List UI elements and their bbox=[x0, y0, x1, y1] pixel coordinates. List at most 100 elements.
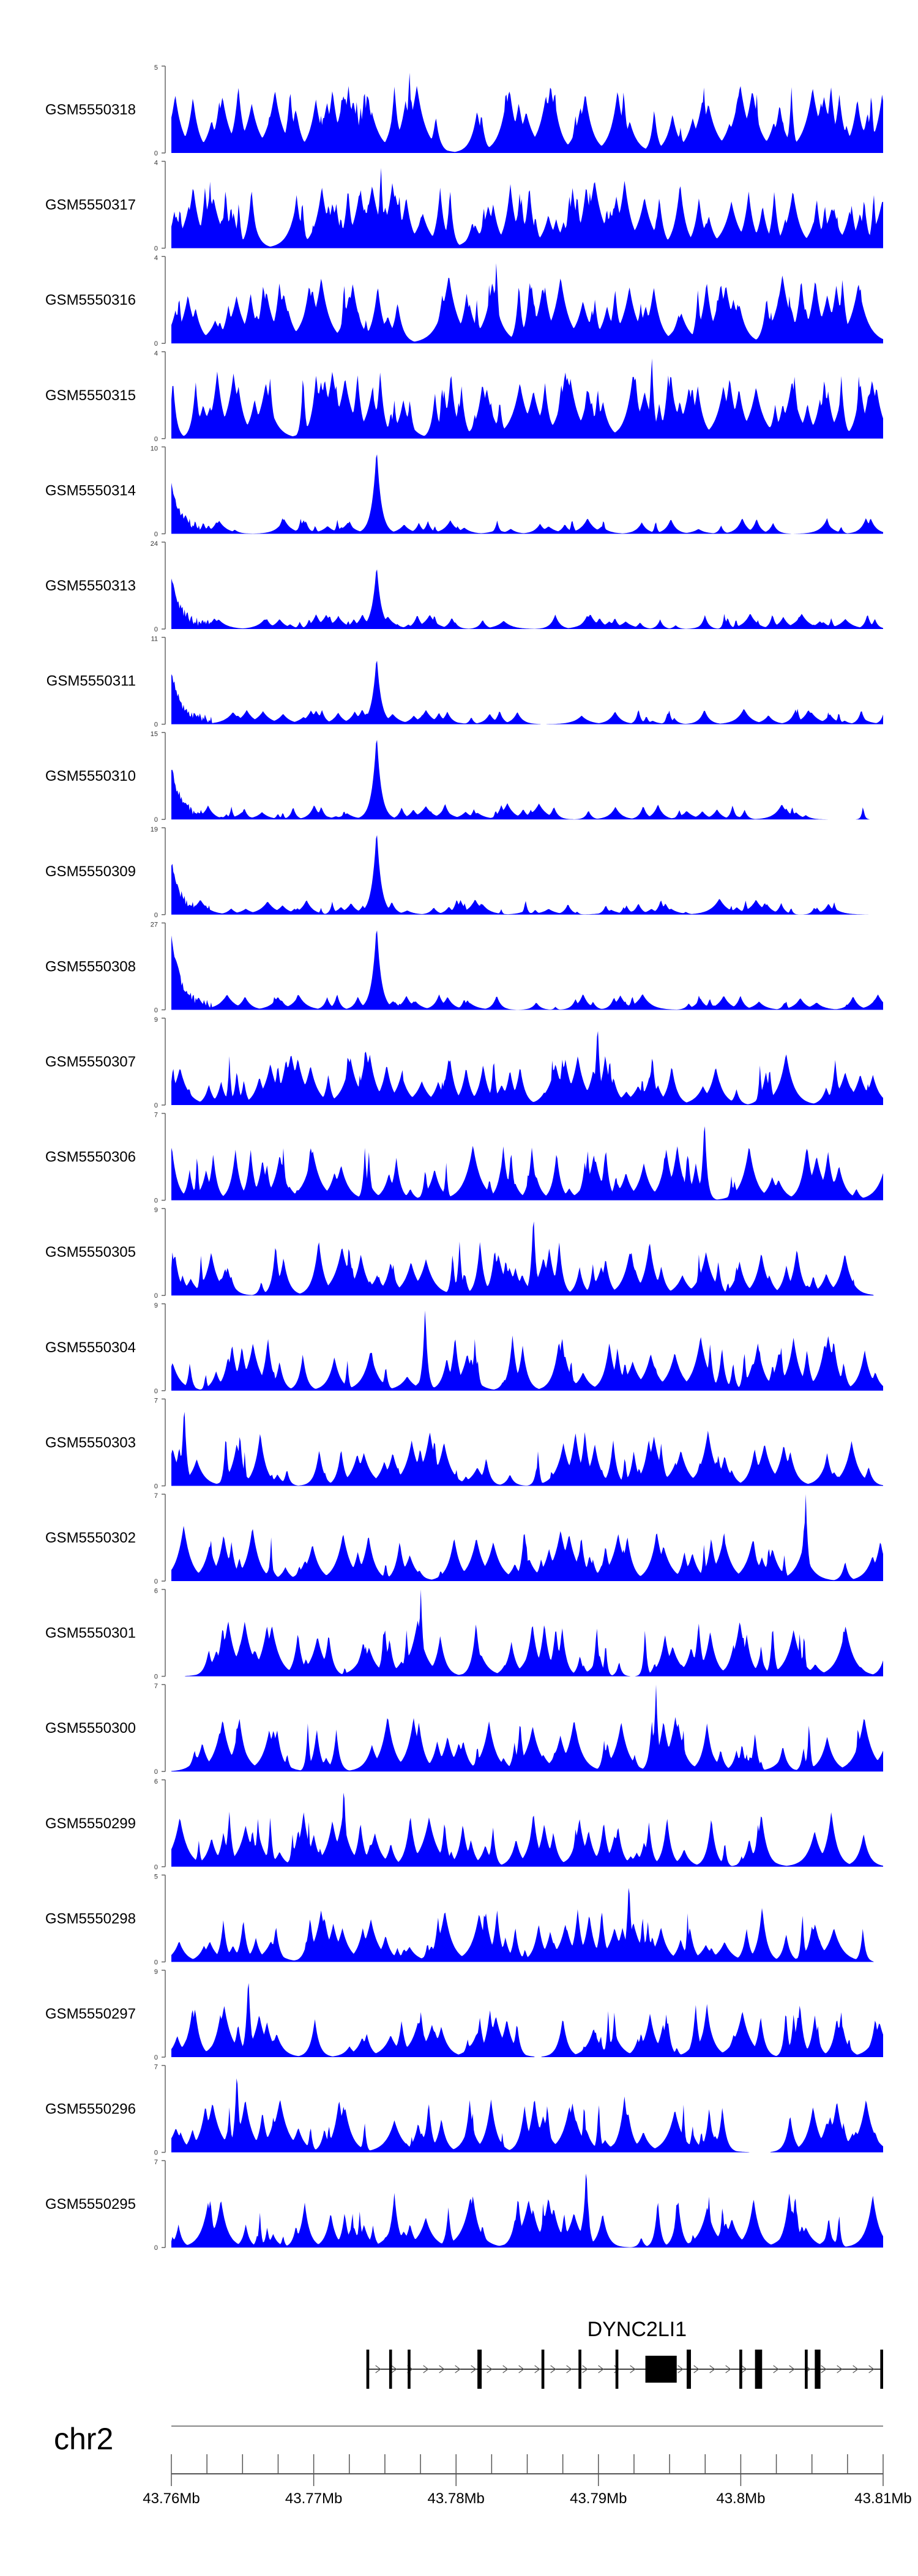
track-y-min-label: 0 bbox=[154, 1197, 158, 1205]
track-y-min-label: 0 bbox=[154, 1673, 158, 1681]
track-GSM5550311: GSM5550311 11 0 bbox=[47, 636, 883, 729]
track-label: GSM5550308 bbox=[45, 958, 136, 975]
strand-arrow bbox=[821, 2365, 827, 2373]
strand-arrow bbox=[789, 2365, 795, 2373]
track-y-min-label: 0 bbox=[154, 436, 158, 443]
gene-exon bbox=[615, 2350, 619, 2389]
track-GSM5550306: GSM5550306 7 0 bbox=[45, 1112, 883, 1205]
track-y-min-label: 0 bbox=[154, 245, 158, 253]
track-y-max-label: 5 bbox=[154, 1873, 158, 1880]
track-label: GSM5550310 bbox=[45, 768, 136, 784]
track-y-max-label: 10 bbox=[151, 445, 158, 452]
track-label: GSM5550306 bbox=[45, 1149, 136, 1166]
coverage-area bbox=[171, 740, 883, 820]
track-y-max-label: 9 bbox=[154, 1968, 158, 1976]
track-y-max-label: 9 bbox=[154, 1207, 158, 1214]
track-GSM5550297: GSM5550297 9 0 bbox=[45, 1968, 883, 2061]
axis-tick-label: 43.79Mb bbox=[570, 2490, 627, 2507]
track-label: GSM5550303 bbox=[45, 1434, 136, 1451]
track-GSM5550298: GSM5550298 5 0 bbox=[45, 1873, 883, 1966]
track-GSM5550301: GSM5550301 6 0 bbox=[45, 1588, 883, 1681]
axis-tick-labels: 43.76Mb 43.77Mb 43.78Mb 43.79Mb 43.8Mb 43.81M… bbox=[143, 2490, 911, 2507]
track-label: GSM5550318 bbox=[45, 102, 136, 118]
track-y-min-label: 0 bbox=[154, 1959, 158, 1966]
strand-arrow bbox=[423, 2365, 429, 2373]
axis-tick-label: 43.8Mb bbox=[716, 2490, 765, 2507]
track-y-max-label: 15 bbox=[151, 731, 158, 738]
gene-track: DYNC2LI1 bbox=[366, 2318, 883, 2389]
strand-arrow bbox=[693, 2365, 700, 2373]
coverage-area bbox=[171, 1792, 883, 1867]
track-y-min-label: 0 bbox=[154, 1578, 158, 1585]
gene-exon bbox=[755, 2350, 763, 2389]
track-y-max-label: 7 bbox=[154, 1397, 158, 1404]
chromosome-label: chr2 bbox=[54, 2422, 113, 2456]
track-y-max-label: 5 bbox=[154, 64, 158, 72]
coverage-area bbox=[171, 358, 883, 439]
track-y-max-label: 27 bbox=[151, 921, 158, 928]
track-GSM5550304: GSM5550304 9 0 bbox=[45, 1302, 883, 1395]
gene-exon bbox=[815, 2350, 821, 2389]
coverage-area bbox=[171, 1412, 883, 1486]
track-y-max-label: 9 bbox=[154, 1302, 158, 1309]
coverage-area bbox=[171, 168, 883, 248]
gene-exon bbox=[541, 2350, 545, 2389]
track-GSM5550302: GSM5550302 7 0 bbox=[45, 1492, 883, 1585]
coverage-area bbox=[171, 1494, 883, 1581]
track-GSM5550310: GSM5550310 15 0 bbox=[45, 731, 883, 824]
track-label: GSM5550296 bbox=[45, 2101, 136, 2118]
gene-exon bbox=[366, 2350, 370, 2389]
track-label: GSM5550295 bbox=[45, 2196, 136, 2213]
track-y-min-label: 0 bbox=[154, 626, 158, 633]
strand-arrow bbox=[868, 2365, 875, 2373]
track-y-max-label: 24 bbox=[151, 540, 158, 548]
strand-arrow bbox=[582, 2365, 588, 2373]
coverage-area bbox=[171, 263, 883, 344]
genome-axis: 43.76Mb 43.77Mb 43.78Mb 43.79Mb 43.8Mb 43.81M… bbox=[143, 2454, 912, 2507]
track-y-min-label: 0 bbox=[154, 150, 158, 157]
track-y-max-label: 7 bbox=[154, 1683, 158, 1690]
strand-arrow bbox=[550, 2365, 556, 2373]
track-label: GSM5550315 bbox=[45, 387, 136, 404]
track-y-min-label: 0 bbox=[154, 1102, 158, 1109]
axis-tick-label: 43.76Mb bbox=[143, 2490, 200, 2507]
track-y-max-label: 9 bbox=[154, 1016, 158, 1024]
gene-exon bbox=[645, 2356, 677, 2383]
coverage-area bbox=[171, 1310, 883, 1391]
gene-exon bbox=[477, 2350, 482, 2389]
track-GSM5550300: GSM5550300 7 0 bbox=[45, 1683, 883, 1776]
strand-arrow bbox=[709, 2365, 715, 2373]
track-y-min-label: 0 bbox=[154, 1007, 158, 1014]
strand-arrow bbox=[598, 2365, 604, 2373]
coverage-area bbox=[171, 930, 883, 1010]
track-y-min-label: 0 bbox=[154, 530, 158, 538]
strand-arrow bbox=[455, 2365, 461, 2373]
track-label: GSM5550300 bbox=[45, 1720, 136, 1737]
track-label: GSM5550316 bbox=[45, 292, 136, 308]
track-GSM5550315: GSM5550315 4 0 bbox=[45, 350, 883, 443]
gene-exon bbox=[805, 2350, 808, 2389]
track-label: GSM5550314 bbox=[45, 482, 136, 499]
track-label: GSM5550298 bbox=[45, 1910, 136, 1927]
track-y-max-label: 7 bbox=[154, 1112, 158, 1119]
coverage-area bbox=[171, 1983, 883, 2057]
track-y-min-label: 0 bbox=[154, 721, 158, 729]
coverage-area bbox=[171, 1031, 883, 1105]
track-y-max-label: 7 bbox=[154, 1492, 158, 1500]
gene-exons bbox=[366, 2350, 883, 2389]
track-y-min-label: 0 bbox=[154, 340, 158, 348]
track-y-min-label: 0 bbox=[154, 1768, 158, 1776]
strand-arrow bbox=[534, 2365, 540, 2373]
track-GSM5550299: GSM5550299 6 0 bbox=[45, 1778, 883, 1871]
track-y-min-label: 0 bbox=[154, 2054, 158, 2061]
coverage-area bbox=[171, 2078, 883, 2153]
coverage-area bbox=[171, 1684, 883, 1772]
track-label: GSM5550299 bbox=[45, 1815, 136, 1832]
track-y-max-label: 4 bbox=[154, 350, 158, 357]
track-y-max-label: 7 bbox=[154, 2159, 158, 2166]
track-label: GSM5550301 bbox=[45, 1625, 136, 1642]
coverage-area bbox=[171, 1888, 883, 1962]
track-y-max-label: 7 bbox=[154, 2064, 158, 2071]
track-GSM5550295: GSM5550295 7 0 bbox=[45, 2159, 883, 2252]
